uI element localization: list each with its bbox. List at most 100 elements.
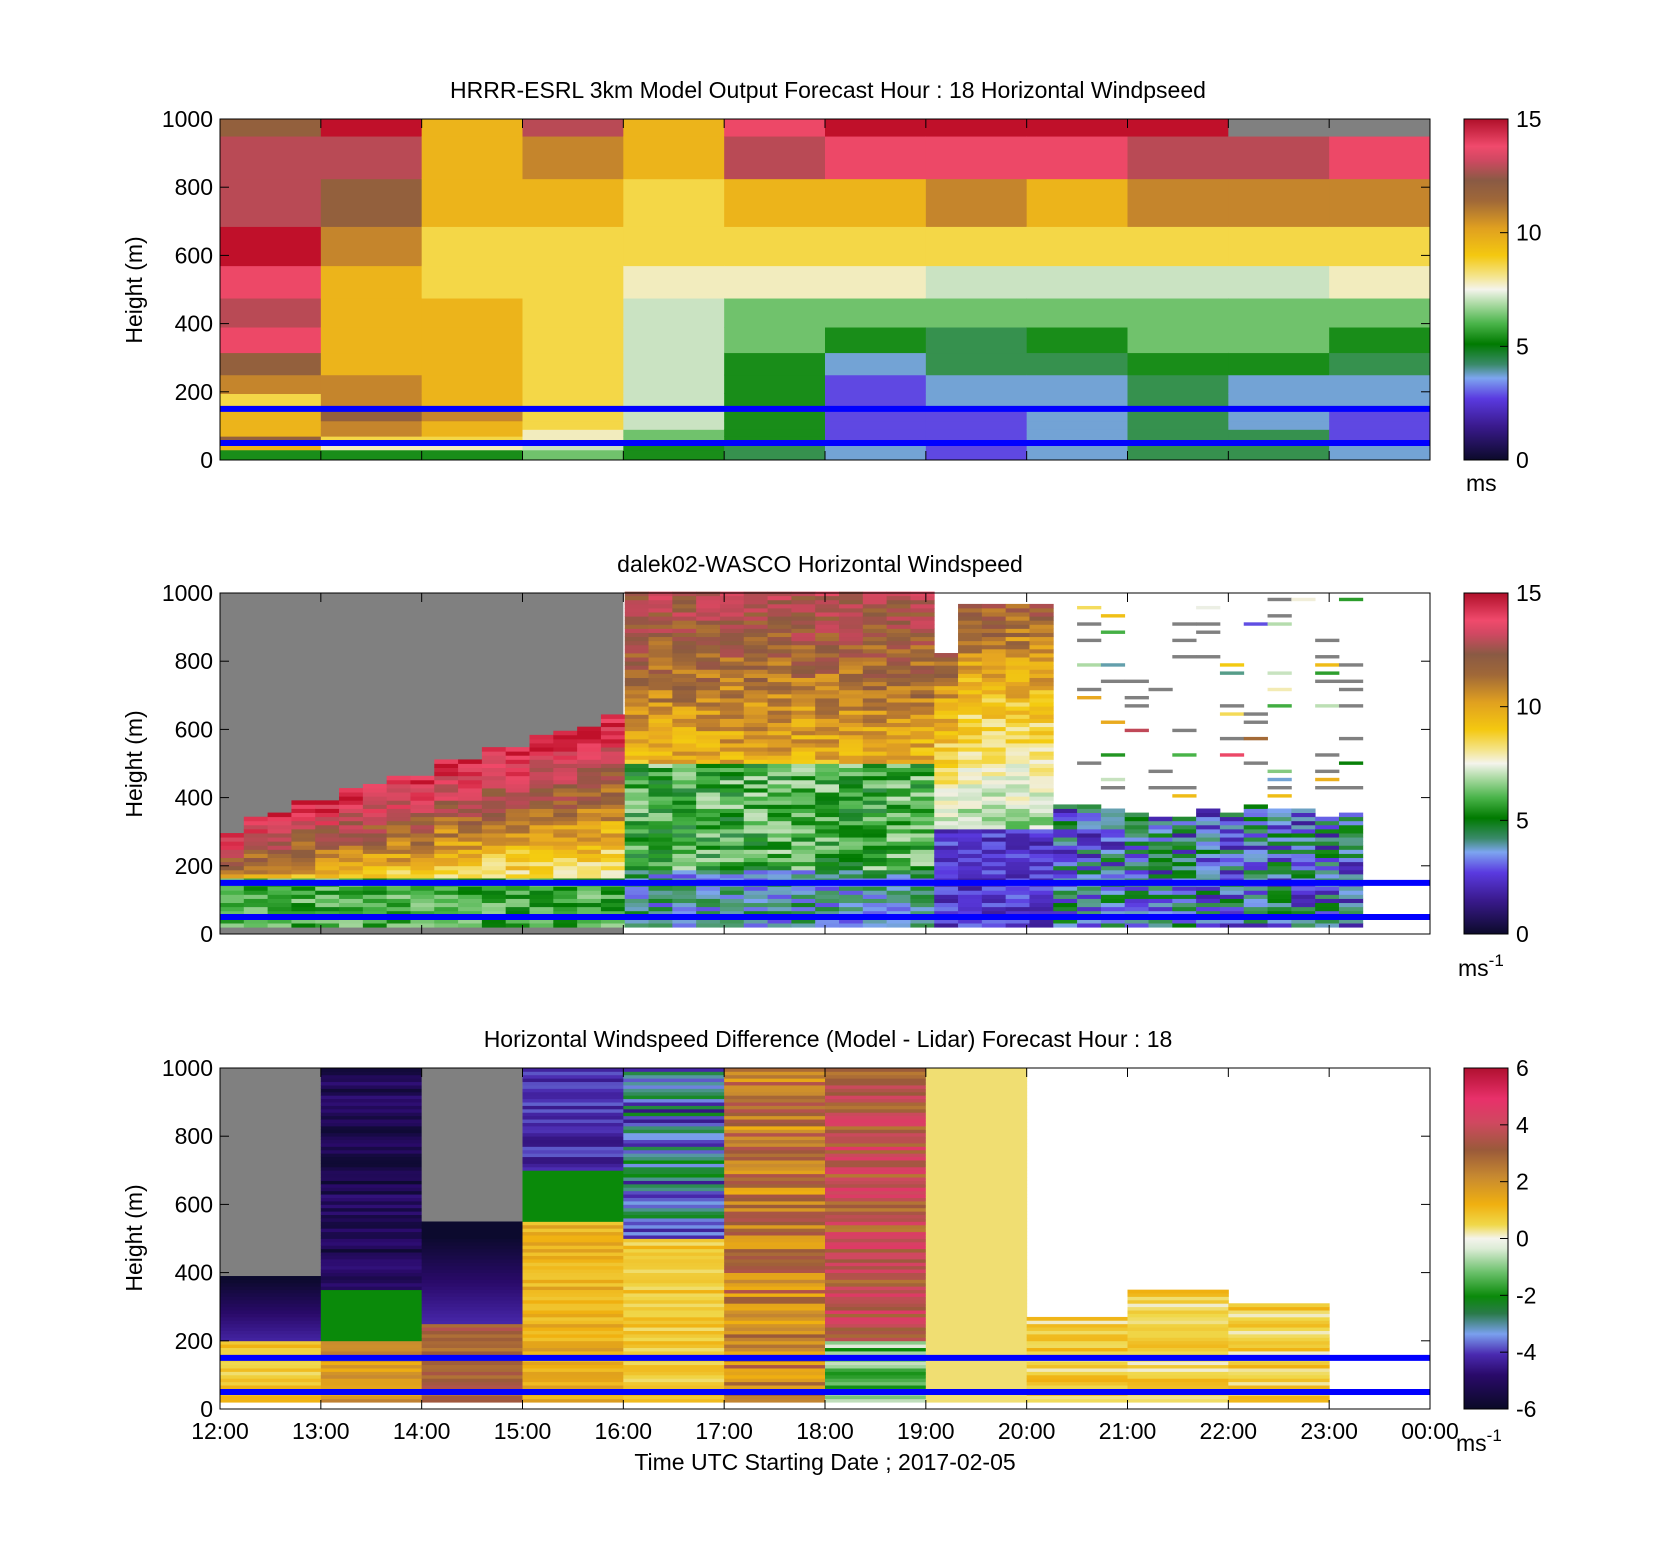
lidar-cell bbox=[648, 763, 673, 768]
diff-cell bbox=[320, 1153, 423, 1158]
diff-cell bbox=[925, 1071, 1028, 1076]
lidar-cell bbox=[719, 747, 745, 752]
colorbar-tick-label: 0 bbox=[1516, 921, 1529, 947]
lidar-cell bbox=[862, 783, 888, 789]
lidar-cell bbox=[934, 767, 959, 773]
lidar-cell bbox=[815, 902, 840, 908]
lidar-cell bbox=[696, 857, 721, 863]
lidar-cell bbox=[1029, 861, 1054, 867]
lidar-cell bbox=[1124, 906, 1149, 912]
diff-cell bbox=[522, 1102, 624, 1106]
lidar-cell bbox=[672, 845, 697, 850]
diff-cell bbox=[421, 1313, 523, 1318]
lidar-cell bbox=[743, 673, 768, 678]
diff-cell bbox=[1127, 1378, 1229, 1383]
lidar-sparse-cell bbox=[1243, 712, 1268, 716]
diff-cell bbox=[220, 1296, 322, 1301]
lidar-cell bbox=[1291, 873, 1316, 879]
lidar-cell bbox=[767, 603, 792, 609]
lidar-cell bbox=[410, 812, 435, 818]
lidar-cell bbox=[315, 837, 340, 842]
diff-cell bbox=[724, 1385, 826, 1389]
diff-cell bbox=[825, 1153, 927, 1158]
diff-cell bbox=[220, 1289, 322, 1294]
lidar-cell bbox=[624, 788, 649, 793]
lidar-cell bbox=[1196, 841, 1221, 846]
lidar-cell bbox=[291, 898, 316, 904]
lidar-cell bbox=[624, 734, 649, 740]
lidar-cell bbox=[1100, 849, 1126, 854]
lidar-cell bbox=[934, 689, 959, 695]
lidar-cell bbox=[648, 812, 673, 818]
lidar-cell bbox=[577, 771, 602, 777]
lidar-cell bbox=[839, 828, 864, 834]
lidar-cell bbox=[291, 894, 316, 899]
lidar-cell bbox=[934, 910, 959, 916]
lidar-cell bbox=[529, 779, 554, 785]
lidar-cell bbox=[719, 898, 745, 904]
lidar-sparse-cell bbox=[1077, 622, 1102, 626]
lidar-cell bbox=[1053, 857, 1078, 863]
diff-cell bbox=[320, 1395, 423, 1400]
lidar-cell bbox=[1267, 919, 1292, 924]
lidar-cell bbox=[362, 894, 388, 899]
diff-cell bbox=[623, 1091, 725, 1096]
diff-cell bbox=[522, 1187, 624, 1192]
lidar-cell bbox=[910, 608, 935, 613]
lidar-cell bbox=[815, 886, 840, 891]
lidar-cell bbox=[481, 898, 507, 904]
lidar-cell bbox=[648, 873, 673, 879]
lidar-sparse-cell bbox=[1338, 736, 1364, 741]
lidar-cell bbox=[1291, 865, 1316, 871]
lidar-cell bbox=[981, 886, 1007, 891]
lidar-cell bbox=[862, 747, 888, 752]
diff-cell bbox=[724, 1132, 826, 1137]
lidar-cell bbox=[767, 779, 792, 785]
diff-cell bbox=[320, 1344, 423, 1349]
diff-cell bbox=[825, 1088, 927, 1093]
model-cell bbox=[522, 178, 624, 227]
diff-cell bbox=[925, 1088, 1028, 1093]
lidar-cell bbox=[862, 665, 888, 670]
lidar-cell bbox=[815, 603, 840, 609]
lidar-cell bbox=[743, 608, 768, 613]
diff-cell bbox=[825, 1293, 927, 1297]
lidar-cell bbox=[1077, 828, 1102, 834]
diff-cell bbox=[320, 1320, 423, 1325]
diff-cell bbox=[724, 1166, 826, 1171]
lidar-cell bbox=[672, 923, 697, 928]
lidar-cell bbox=[1243, 890, 1268, 895]
lidar-cell bbox=[1077, 873, 1102, 879]
lidar-cell bbox=[862, 775, 888, 781]
lidar-sparse-cell bbox=[1100, 663, 1126, 667]
diff-cell bbox=[522, 1173, 624, 1178]
lidar-cell bbox=[791, 845, 816, 850]
lidar-cell bbox=[815, 755, 840, 760]
lidar-cell bbox=[981, 853, 1007, 859]
diff-cell bbox=[522, 1136, 624, 1141]
diff-cell bbox=[623, 1327, 725, 1331]
panel-difference-cells bbox=[220, 1068, 1330, 1403]
lidar-cell bbox=[791, 698, 816, 703]
model-cell bbox=[623, 429, 725, 437]
lidar-cell bbox=[1053, 861, 1078, 867]
lidar-cell bbox=[1196, 837, 1221, 842]
lidar-cell bbox=[696, 616, 721, 621]
lidar-cell bbox=[243, 919, 269, 924]
lidar-cell bbox=[1077, 824, 1102, 830]
lidar-cell bbox=[696, 689, 721, 695]
lidar-cell bbox=[624, 828, 649, 834]
lidar-cell bbox=[743, 653, 768, 658]
diff-cell bbox=[825, 1163, 927, 1168]
lidar-cell bbox=[624, 804, 649, 809]
lidar-cell bbox=[1219, 853, 1245, 859]
lidar-cell bbox=[815, 763, 840, 768]
diff-cell bbox=[1228, 1327, 1330, 1331]
lidar-cell bbox=[862, 861, 888, 867]
lidar-cell bbox=[767, 755, 792, 760]
diff-cell bbox=[320, 1102, 423, 1106]
lidar-cell bbox=[934, 669, 959, 674]
lidar-cell bbox=[672, 894, 697, 899]
lidar-cell bbox=[220, 845, 245, 850]
lidar-cell bbox=[1029, 796, 1054, 801]
